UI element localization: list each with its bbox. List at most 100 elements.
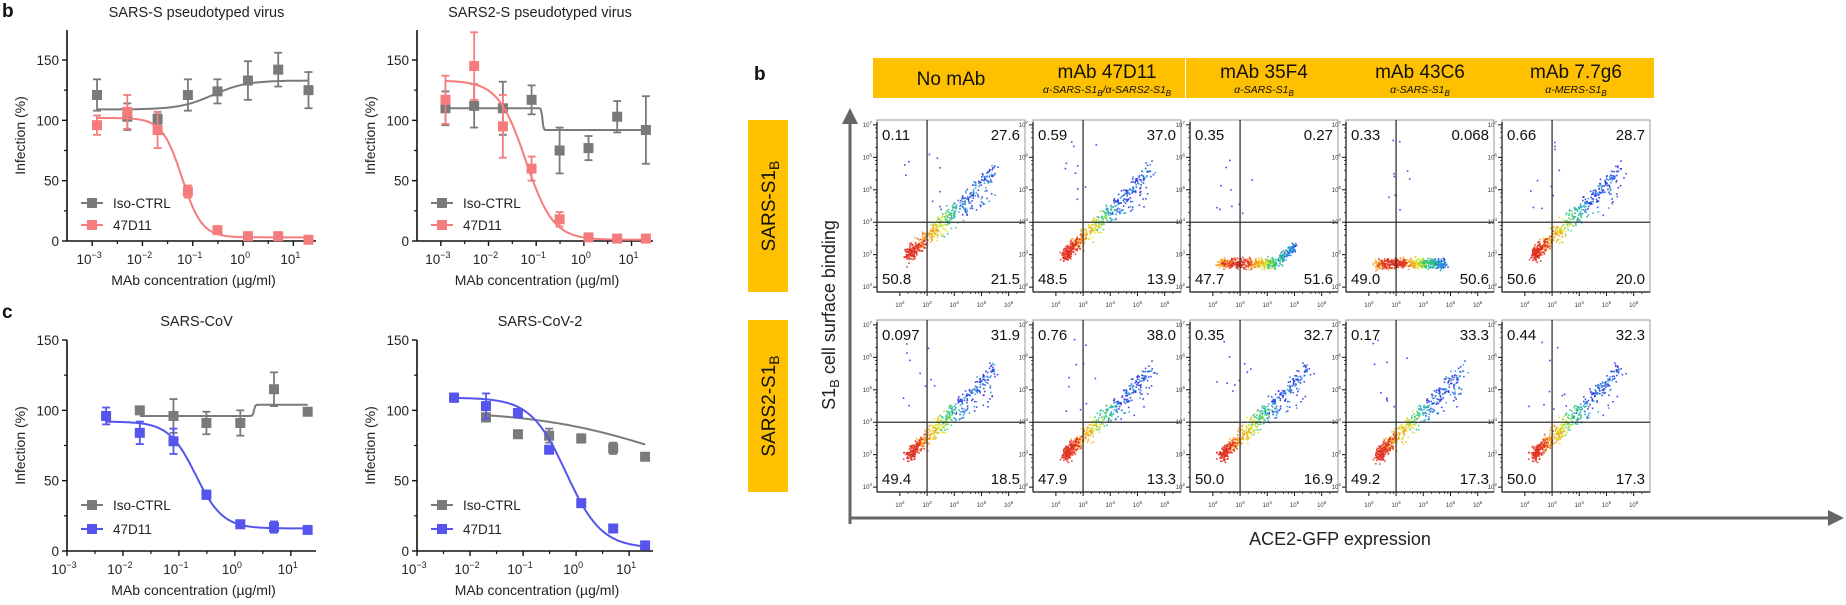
- event-dot: [1295, 242, 1297, 245]
- plot-frame: [876, 119, 1026, 293]
- event-dot: [982, 404, 985, 407]
- event-dot: [1108, 406, 1111, 409]
- event-dot: [942, 233, 945, 235]
- event-dot: [907, 254, 909, 257]
- event-dot: [1596, 193, 1599, 196]
- event-dot: [914, 236, 916, 239]
- event-dot: [957, 199, 960, 202]
- event-dot: [1413, 266, 1415, 269]
- event-dot: [911, 244, 914, 246]
- event-dot: [946, 428, 949, 431]
- event-dot: [1610, 193, 1612, 195]
- event-dot: [974, 381, 977, 383]
- event-dot: [939, 424, 942, 426]
- event-dot: [1231, 263, 1233, 266]
- event-dot: [1433, 261, 1436, 263]
- event-dot: [1246, 434, 1248, 437]
- event-dot: [1548, 235, 1551, 238]
- event-dot: [1240, 260, 1243, 262]
- event-dot: [1094, 232, 1096, 234]
- event-dot: [1438, 261, 1440, 263]
- event-dot: [950, 410, 953, 413]
- event-dot: [1135, 381, 1138, 383]
- event-dot: [1540, 260, 1542, 262]
- event-dot: [988, 174, 991, 177]
- event-dot: [1582, 199, 1584, 202]
- event-dot: [1559, 231, 1561, 234]
- event-dot: [1063, 254, 1066, 257]
- event-dot: [1088, 427, 1091, 430]
- event-dot: [924, 247, 926, 249]
- event-dot: [1134, 181, 1136, 184]
- event-dot: [1123, 198, 1126, 200]
- event-dot: [1089, 230, 1091, 232]
- event-dot: [1283, 252, 1286, 255]
- event-dot: [944, 218, 947, 221]
- event-dot: [1074, 244, 1077, 247]
- event-dot: [1271, 409, 1273, 412]
- y-axis-label: Infection (%): [362, 406, 378, 485]
- event-dot: [922, 237, 925, 239]
- event-dot: [947, 208, 950, 211]
- event-dot: [1065, 458, 1067, 460]
- event-dot: [1100, 224, 1103, 226]
- x-tick-label: 10−1: [177, 250, 202, 267]
- event-dot: [1075, 240, 1078, 243]
- event-dot: [908, 160, 910, 163]
- event-dot: [1390, 267, 1393, 269]
- event-dot: [1076, 236, 1078, 238]
- event-dot: [1086, 426, 1089, 429]
- event-dot: [1072, 443, 1074, 446]
- event-dot: [966, 407, 969, 410]
- event-dot: [1443, 266, 1446, 269]
- event-dot: [1609, 178, 1611, 181]
- event-dot: [932, 431, 935, 433]
- event-dot: [1251, 432, 1253, 434]
- event-dot: [1224, 262, 1227, 265]
- event-dot: [1245, 260, 1248, 262]
- event-dot: [1128, 411, 1131, 413]
- event-dot: [1250, 260, 1252, 263]
- event-dot: [1118, 211, 1121, 213]
- event-dot: [1538, 255, 1541, 257]
- event-dot: [1089, 430, 1091, 432]
- event-dot: [947, 222, 949, 225]
- event-dot: [939, 222, 941, 225]
- event-dot: [1414, 265, 1416, 267]
- event-dot: [1229, 159, 1231, 162]
- event-dot: [1092, 224, 1095, 226]
- event-dot: [1090, 231, 1092, 234]
- event-dot: [1069, 447, 1072, 449]
- event-dot: [961, 417, 963, 419]
- x-tick-label: 101: [280, 250, 300, 267]
- event-dot: [1433, 266, 1435, 268]
- event-dot: [983, 179, 985, 182]
- event-dot: [1272, 398, 1275, 401]
- data-point: [134, 405, 145, 416]
- event-dot: [1262, 265, 1265, 267]
- event-dot: [924, 385, 927, 387]
- event-dot: [1568, 224, 1571, 226]
- event-dot: [1137, 183, 1140, 185]
- event-dot: [1087, 434, 1089, 436]
- event-dot: [1066, 460, 1068, 462]
- event-dot: [1397, 266, 1399, 269]
- plot-x-tick-label: 102: [1051, 500, 1061, 509]
- event-dot: [1252, 424, 1255, 426]
- event-dot: [1117, 415, 1119, 418]
- event-dot: [1092, 219, 1094, 221]
- event-dot: [1268, 416, 1271, 419]
- event-dot: [936, 236, 939, 239]
- event-dot: [942, 423, 944, 425]
- event-dot: [1420, 260, 1423, 263]
- event-dot: [1105, 218, 1108, 220]
- event-dot: [962, 200, 964, 203]
- event-dot: [1299, 379, 1301, 382]
- event-dot: [1289, 250, 1291, 252]
- event-dot: [953, 417, 955, 419]
- event-dot: [1262, 261, 1264, 264]
- event-dot: [994, 165, 996, 167]
- event-dot: [1085, 433, 1088, 436]
- event-dot: [1107, 419, 1110, 422]
